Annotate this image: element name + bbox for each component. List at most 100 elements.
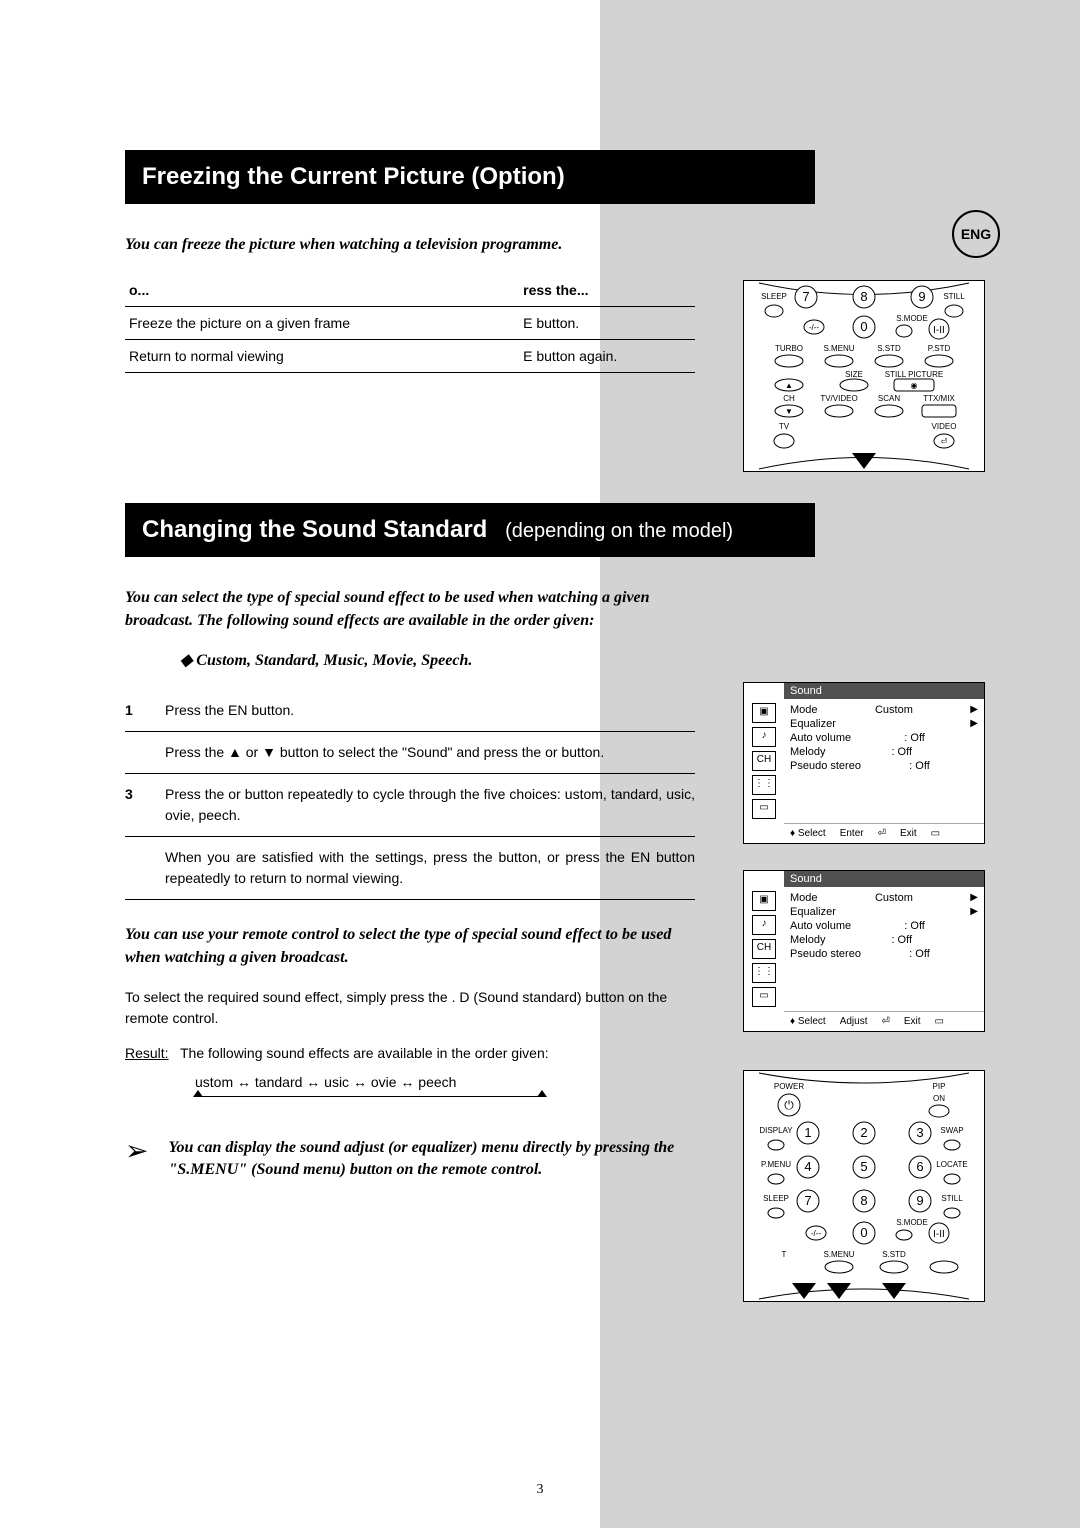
remote-top: SLEEP 7 8 9 STILL 0 -/-- S.MODE I-II TUR…	[743, 280, 985, 472]
svg-text:TURBO: TURBO	[775, 344, 803, 353]
svg-text:VIDEO: VIDEO	[932, 422, 957, 431]
svg-text:4: 4	[804, 1159, 811, 1174]
svg-text:SLEEP: SLEEP	[761, 292, 787, 301]
cycle-arrow-icon	[195, 1096, 545, 1097]
page-number: 3	[537, 1482, 544, 1498]
svg-text:▲: ▲	[785, 381, 793, 390]
step-num-3: 3	[125, 784, 145, 826]
osd-title: Sound	[784, 871, 984, 887]
svg-text:STILL: STILL	[941, 1194, 963, 1203]
svg-text:T: T	[782, 1250, 787, 1259]
svg-text:S.MODE: S.MODE	[896, 314, 928, 323]
step-text-4: When you are satisfied with the settings…	[165, 847, 695, 889]
svg-text:CH: CH	[783, 394, 795, 403]
svg-text:6: 6	[916, 1159, 923, 1174]
freeze-table: o... ress the... Freeze the picture on a…	[125, 274, 695, 373]
svg-text:S.STD: S.STD	[882, 1250, 906, 1259]
osd-icon: ▭	[752, 799, 776, 819]
svg-text:TV: TV	[779, 422, 790, 431]
step-text-1: Press the EN button.	[165, 700, 695, 721]
freeze-th1: o...	[125, 274, 519, 307]
svg-text:0: 0	[860, 319, 867, 334]
step-num-1: 1	[125, 700, 145, 721]
result-block: Result: The following sound effects are …	[125, 1043, 695, 1064]
osd-box-2: Sound ▣ ♪ CH ⋮⋮ ▭ ModeCustom▶ Equalizer▶…	[743, 870, 985, 1032]
steps: 1 Press the EN button. Press the ▲ or ▼ …	[125, 690, 695, 900]
svg-text:TV/VIDEO: TV/VIDEO	[820, 394, 857, 403]
svg-text:9: 9	[916, 1193, 923, 1208]
svg-text:⏎: ⏎	[941, 437, 948, 446]
osd-icon: ▣	[752, 891, 776, 911]
freeze-intro: You can freeze the picture when watching…	[125, 234, 695, 256]
freeze-r2c2: E button again.	[519, 340, 695, 373]
freeze-r2c1: Return to normal viewing	[125, 340, 519, 373]
sound-intro: You can select the type of special sound…	[125, 587, 695, 632]
svg-text:TTX/MIX: TTX/MIX	[923, 394, 955, 403]
svg-text:DISPLAY: DISPLAY	[759, 1126, 793, 1135]
lang-badge: ENG	[952, 210, 1000, 258]
step-num-4	[125, 847, 145, 889]
note-arrow-icon: ➢	[125, 1137, 148, 1182]
sound-intro2: You can use your remote control to selec…	[125, 924, 695, 969]
remote-bottom: POWER PIP ⏻ ON DISPLAY 1 2 3 SWAP P.MENU…	[743, 1070, 985, 1302]
osd-icon: ♪	[752, 727, 776, 747]
osd-box-1: Sound ▣ ♪ CH ⋮⋮ ▭ ModeCustom▶ Equalizer▶…	[743, 682, 985, 844]
sound-body2: To select the required sound effect, sim…	[125, 987, 695, 1029]
svg-text:PIP: PIP	[933, 1082, 946, 1091]
osd-title: Sound	[784, 683, 984, 699]
section-title-sound: Changing the Sound Standard (depending o…	[125, 503, 815, 557]
freeze-r1c1: Freeze the picture on a given frame	[125, 307, 519, 340]
svg-text:3: 3	[916, 1125, 923, 1140]
step-num-2	[125, 742, 145, 763]
svg-text:0: 0	[860, 1225, 867, 1240]
svg-text:▼: ▼	[785, 407, 793, 416]
svg-text:5: 5	[860, 1159, 867, 1174]
osd-icon: ▣	[752, 703, 776, 723]
svg-text:SWAP: SWAP	[940, 1126, 963, 1135]
svg-text:⏻: ⏻	[784, 1098, 794, 1112]
freeze-r1c2: E button.	[519, 307, 695, 340]
svg-text:◉: ◉	[911, 381, 918, 390]
step-text-2: Press the ▲ or ▼ button to select the "S…	[165, 742, 695, 763]
svg-text:S.STD: S.STD	[877, 344, 901, 353]
remote-top-svg: SLEEP 7 8 9 STILL 0 -/-- S.MODE I-II TUR…	[744, 281, 984, 471]
result-label: Result:	[125, 1045, 169, 1061]
sound-modes-list: ◆ Custom, Standard, Music, Movie, Speech…	[180, 650, 1080, 670]
svg-text:SCAN: SCAN	[878, 394, 900, 403]
svg-text:POWER: POWER	[774, 1082, 804, 1091]
svg-text:P.MENU: P.MENU	[761, 1160, 791, 1169]
svg-text:ON: ON	[933, 1094, 945, 1103]
svg-text:I-II: I-II	[933, 325, 945, 336]
sound-title-sub: (depending on the model)	[494, 520, 733, 542]
svg-text:STILL PICTURE: STILL PICTURE	[885, 370, 943, 379]
svg-text:S.MODE: S.MODE	[896, 1218, 928, 1227]
svg-text:7: 7	[804, 1193, 811, 1208]
osd-icon: CH	[752, 751, 776, 771]
result-text: The following sound effects are availabl…	[180, 1045, 549, 1061]
osd-icon: ♪	[752, 915, 776, 935]
osd-icon: ▭	[752, 987, 776, 1007]
svg-text:-/--: -/--	[811, 1229, 822, 1238]
svg-text:S.MENU: S.MENU	[823, 344, 854, 353]
svg-text:1: 1	[804, 1125, 811, 1140]
sound-title-main: Changing the Sound Standard	[142, 516, 487, 543]
osd-icon: ⋮⋮	[752, 775, 776, 795]
svg-text:-/--: -/--	[809, 323, 820, 332]
step-text-3: Press the or button repeatedly to cycle …	[165, 784, 695, 826]
svg-text:2: 2	[860, 1125, 867, 1140]
svg-text:STILL: STILL	[943, 292, 965, 301]
svg-text:S.MENU: S.MENU	[823, 1250, 854, 1259]
osd-icon: CH	[752, 939, 776, 959]
section-title-freeze: Freezing the Current Picture (Option)	[125, 150, 815, 204]
freeze-th2: ress the...	[519, 274, 695, 307]
svg-text:I-II: I-II	[933, 1229, 945, 1240]
remote-bottom-svg: POWER PIP ⏻ ON DISPLAY 1 2 3 SWAP P.MENU…	[744, 1071, 984, 1301]
svg-text:SLEEP: SLEEP	[763, 1194, 789, 1203]
svg-text:LOCATE: LOCATE	[936, 1160, 967, 1169]
note-text: You can display the sound adjust (or equ…	[168, 1137, 695, 1182]
svg-text:SIZE: SIZE	[845, 370, 863, 379]
osd-icon: ⋮⋮	[752, 963, 776, 983]
svg-text:7: 7	[802, 289, 809, 304]
svg-text:P.STD: P.STD	[928, 344, 951, 353]
svg-text:9: 9	[918, 289, 925, 304]
